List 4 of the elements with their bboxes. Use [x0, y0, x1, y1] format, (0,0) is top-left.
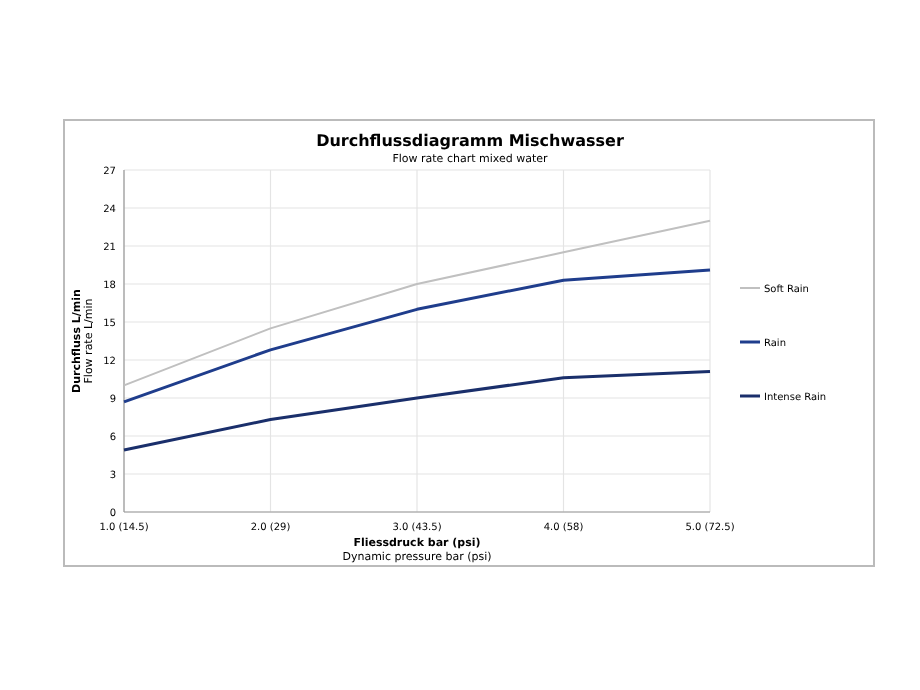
line-series [122, 369, 712, 452]
line-series [123, 219, 711, 387]
line-series [122, 268, 712, 404]
chart-title: Durchflussdiagramm Mischwasser [316, 132, 624, 150]
